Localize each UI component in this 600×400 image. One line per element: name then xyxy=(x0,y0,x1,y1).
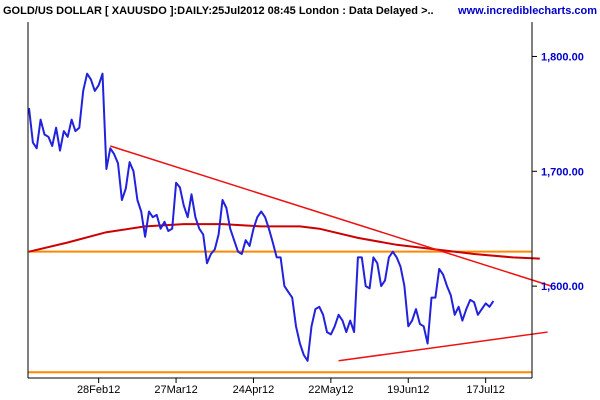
price-line xyxy=(28,72,495,362)
moving-average-line xyxy=(28,223,540,260)
x-tick-label: 24Apr12 xyxy=(233,384,275,396)
y-tick-label: 1,600.00 xyxy=(541,281,584,293)
x-axis: 28Feb12 27Mar12 24Apr12 22May12 19Jun12 17Jul… xyxy=(77,378,505,396)
resistance-trend-line xyxy=(110,145,552,287)
x-tick-label: 27Mar12 xyxy=(154,384,197,396)
x-tick-label: 22May12 xyxy=(308,384,353,396)
y-tick-label: 1,700.00 xyxy=(541,166,584,178)
trendlines xyxy=(110,145,552,362)
price-series xyxy=(28,72,495,362)
x-tick-label: 17Jul12 xyxy=(466,384,505,396)
plot-frame xyxy=(27,22,533,379)
y-tick-label: 1,800.00 xyxy=(541,51,584,63)
chart-title: GOLD/US DOLLAR [ XAUUSDO ]:DAILY:25Jul20… xyxy=(3,5,434,17)
y-axis: 1,800.00 1,700.00 1,600.00 xyxy=(532,51,584,293)
support-trend-line xyxy=(338,331,548,362)
moving-average-path xyxy=(28,223,540,260)
x-tick-label: 19Jun12 xyxy=(387,384,429,396)
website-label: www.incrediblecharts.com xyxy=(457,5,597,17)
x-tick-label: 28Feb12 xyxy=(77,384,120,396)
